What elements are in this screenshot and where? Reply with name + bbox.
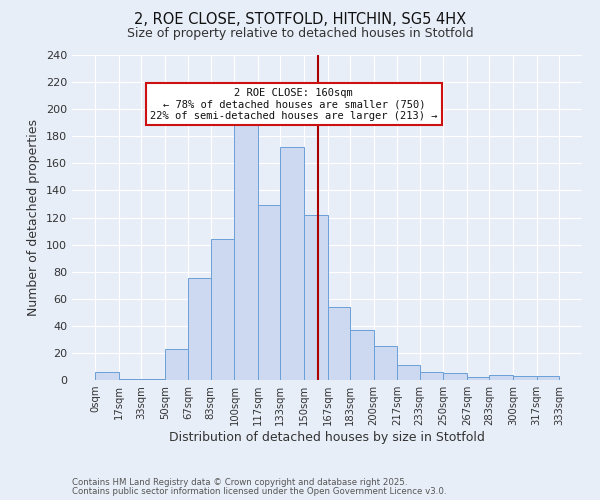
Bar bbox=[513, 376, 536, 380]
Bar bbox=[397, 365, 419, 380]
Bar bbox=[141, 378, 165, 380]
Bar bbox=[258, 206, 280, 380]
Bar bbox=[280, 147, 304, 380]
Y-axis label: Number of detached properties: Number of detached properties bbox=[28, 119, 40, 316]
Bar bbox=[304, 215, 328, 380]
Bar bbox=[467, 378, 489, 380]
Bar bbox=[188, 278, 211, 380]
Text: Contains HM Land Registry data © Crown copyright and database right 2025.: Contains HM Land Registry data © Crown c… bbox=[72, 478, 407, 487]
Bar bbox=[119, 378, 141, 380]
Bar bbox=[443, 373, 467, 380]
Text: 2, ROE CLOSE, STOTFOLD, HITCHIN, SG5 4HX: 2, ROE CLOSE, STOTFOLD, HITCHIN, SG5 4HX bbox=[134, 12, 466, 28]
X-axis label: Distribution of detached houses by size in Stotfold: Distribution of detached houses by size … bbox=[169, 431, 485, 444]
Bar bbox=[328, 307, 350, 380]
Bar bbox=[165, 349, 188, 380]
Bar bbox=[211, 239, 235, 380]
Bar bbox=[235, 109, 258, 380]
Bar bbox=[536, 376, 559, 380]
Bar bbox=[374, 346, 397, 380]
Bar bbox=[489, 374, 513, 380]
Text: Size of property relative to detached houses in Stotfold: Size of property relative to detached ho… bbox=[127, 28, 473, 40]
Bar bbox=[419, 372, 443, 380]
Text: 2 ROE CLOSE: 160sqm
← 78% of detached houses are smaller (750)
22% of semi-detac: 2 ROE CLOSE: 160sqm ← 78% of detached ho… bbox=[150, 88, 437, 120]
Bar bbox=[95, 372, 119, 380]
Bar bbox=[350, 330, 374, 380]
Text: Contains public sector information licensed under the Open Government Licence v3: Contains public sector information licen… bbox=[72, 487, 446, 496]
